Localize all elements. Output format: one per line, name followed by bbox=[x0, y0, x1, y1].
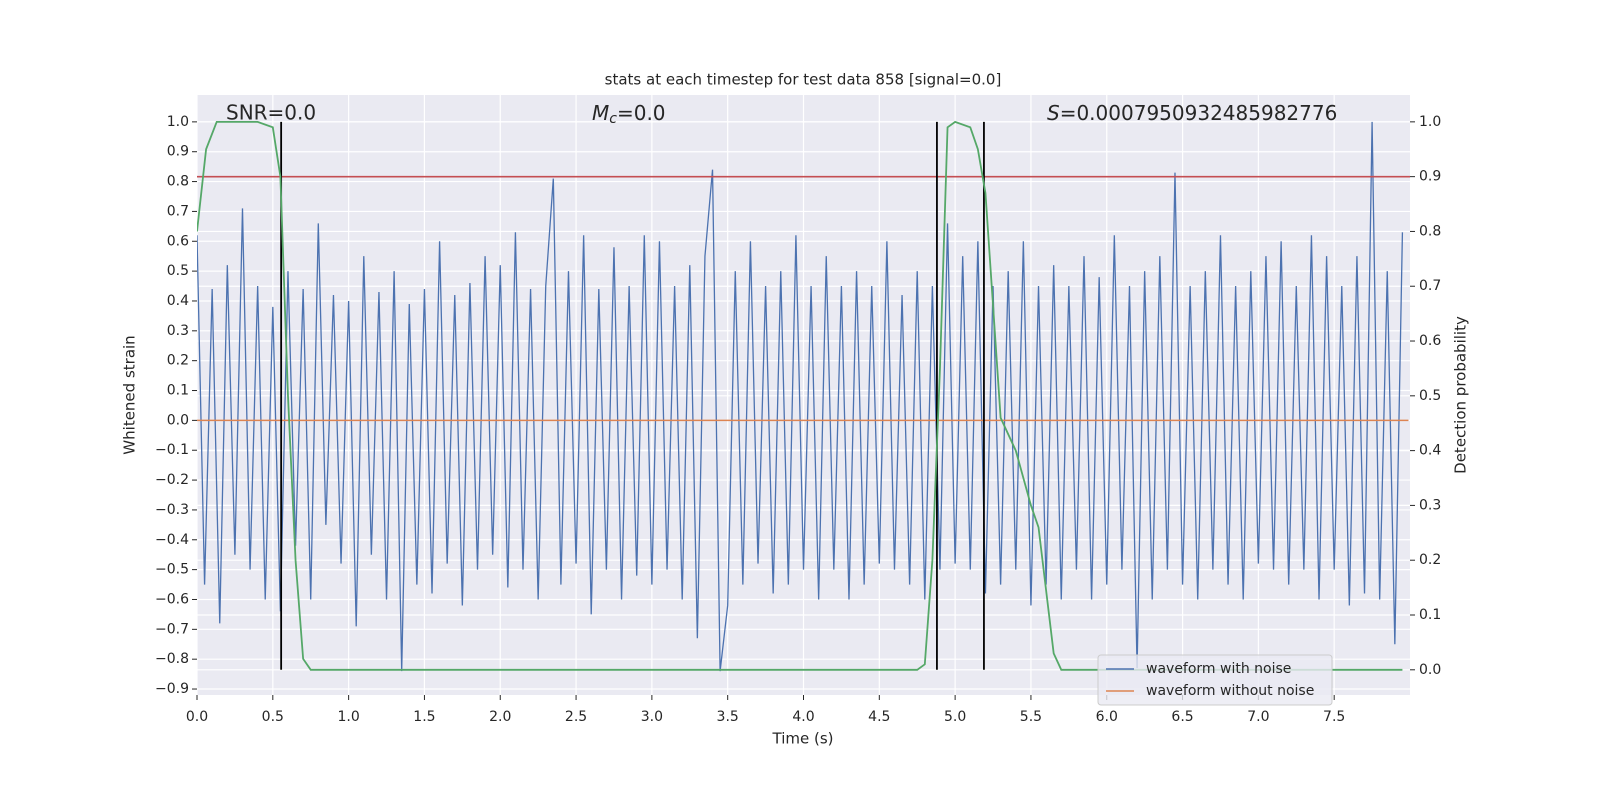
x-tick-label: 5.0 bbox=[944, 709, 966, 725]
y2-tick-label: 0.8 bbox=[1419, 223, 1441, 239]
x-tick-label: 4.5 bbox=[868, 709, 890, 725]
marks bbox=[197, 120, 1410, 672]
y-tick-label: 0.2 bbox=[167, 353, 189, 369]
y-tick-label: 0.7 bbox=[167, 203, 189, 219]
y2-tick-label: 0.4 bbox=[1419, 443, 1441, 459]
legend-label: waveform without noise bbox=[1146, 683, 1314, 699]
x-tick-label: 0.0 bbox=[186, 709, 208, 725]
x-tick-label: 7.0 bbox=[1247, 709, 1269, 725]
y-tick-label: 0.0 bbox=[167, 412, 189, 428]
y-tick-label: 0.6 bbox=[167, 233, 189, 249]
y2-tick-label: 0.9 bbox=[1419, 169, 1441, 185]
annotation-symbol: M bbox=[592, 101, 609, 125]
annotation-value: =0.0007950932485982776 bbox=[1060, 101, 1338, 125]
annotation: SNR=0.0 bbox=[226, 101, 316, 125]
y2-tick-label: 1.0 bbox=[1419, 114, 1441, 130]
y-tick-label: −0.3 bbox=[155, 502, 189, 518]
x-tick-label: 2.0 bbox=[489, 709, 511, 725]
y-tick-label: 0.1 bbox=[167, 383, 189, 399]
annotation-value: =0.0 bbox=[617, 101, 666, 125]
legend: waveform with noise waveform without nois… bbox=[1097, 654, 1333, 706]
y-tick-label: 0.5 bbox=[167, 263, 189, 279]
legend-box bbox=[1097, 654, 1333, 706]
annotation-symbol: S bbox=[1047, 101, 1060, 125]
y-tick-label: −0.2 bbox=[155, 472, 189, 488]
x-tick-label: 1.5 bbox=[413, 709, 435, 725]
x-tick-label: 3.5 bbox=[717, 709, 739, 725]
y2-tick-label: 0.5 bbox=[1419, 388, 1441, 404]
y-tick-label: −0.9 bbox=[155, 681, 189, 697]
y2-tick-label: 0.3 bbox=[1419, 497, 1441, 513]
y-tick-label: −0.7 bbox=[155, 621, 189, 637]
y-tick-label: −0.6 bbox=[155, 591, 189, 607]
x-tick-label: 5.5 bbox=[1020, 709, 1042, 725]
y-tick-label: −0.8 bbox=[155, 651, 189, 667]
y2-tick-label: 0.2 bbox=[1419, 552, 1441, 568]
y-tick-label: −0.1 bbox=[155, 442, 189, 458]
x-tick-label: 1.0 bbox=[337, 709, 359, 725]
x-axis-label: Time (s) bbox=[772, 730, 834, 748]
annotation: Mc=0.0 bbox=[592, 101, 666, 128]
x-tick-label: 3.0 bbox=[641, 709, 663, 725]
labels: 0.0 0.5 1.0 1.5 2.0 2.5 3.0 3.5 4.0 4.5 5.0 5.5 6.0 6… bbox=[155, 114, 1441, 725]
chart-title: stats at each timestep for test data 858… bbox=[605, 71, 1002, 89]
y2-tick-label: 0.1 bbox=[1419, 607, 1441, 623]
y2-tick-label: 0.7 bbox=[1419, 278, 1441, 294]
line bbox=[197, 121, 1404, 672]
y-tick-label: −0.4 bbox=[155, 532, 189, 548]
line bbox=[197, 120, 1403, 671]
x-tick-label: 6.5 bbox=[1171, 709, 1193, 725]
annotation: S=0.0007950932485982776 bbox=[1047, 101, 1337, 125]
x-tick-label: 7.5 bbox=[1323, 709, 1345, 725]
y-tick-label: 0.4 bbox=[167, 293, 189, 309]
x-tick-label: 0.5 bbox=[262, 709, 284, 725]
y2-axis-label: Detection probability bbox=[1452, 316, 1470, 474]
y-tick-label: −0.5 bbox=[155, 562, 189, 578]
y2-tick-label: 0.0 bbox=[1419, 662, 1441, 678]
y2-tick-label: 0.6 bbox=[1419, 333, 1441, 349]
x-tick-label: 4.0 bbox=[792, 709, 814, 725]
legend-label: waveform with noise bbox=[1146, 661, 1291, 677]
y-tick-label: 0.9 bbox=[167, 144, 189, 160]
x-tick-label: 6.0 bbox=[1096, 709, 1118, 725]
annotation-subscript: c bbox=[609, 111, 617, 127]
y-tick-label: 0.3 bbox=[167, 323, 189, 339]
y-tick-label: 0.8 bbox=[167, 174, 189, 190]
x-tick-label: 2.5 bbox=[565, 709, 587, 725]
y-axis-label: Whitened strain bbox=[121, 335, 139, 454]
y-tick-label: 1.0 bbox=[167, 114, 189, 130]
